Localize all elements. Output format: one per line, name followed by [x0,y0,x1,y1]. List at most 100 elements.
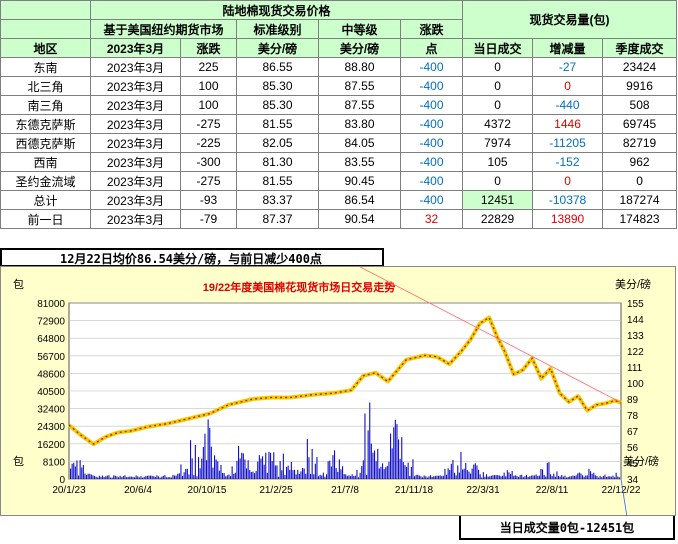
x-tick: 21/2/25 [259,485,293,496]
volume-bar [70,468,72,479]
volume-bar [372,452,374,479]
volume-bar [122,476,124,479]
volume-bar [135,475,137,479]
volume-bar [398,439,400,479]
cell-region: 南三角 [0,95,91,115]
volume-bar [470,473,472,479]
volume-bar [326,474,328,479]
volume-bar [495,475,497,479]
cell-chg: -275 [180,114,237,134]
volume-bar [180,464,182,479]
volume-bar [252,471,254,479]
volume-bar [265,452,267,479]
volume-bar [250,471,252,479]
cell-chg: -79 [180,209,237,229]
volume-bar [254,473,256,479]
volume-bar [262,456,264,479]
cell-mid: 83.55 [318,152,401,172]
table-row: 前一日 2023年3月 -79 87.37 90.54 32 22829 13890 17482… [0,209,678,229]
volume-bar [559,476,561,479]
volume-bar [545,476,547,479]
volume-bar [343,474,345,479]
volume-bar [129,476,131,479]
cell-chg: -275 [180,171,237,191]
volume-bar [473,464,475,479]
mid-grade-header: 中等级 [318,19,401,39]
volume-bar [478,469,480,479]
volume-bar [367,430,369,479]
volume-bar [410,466,412,479]
volume-bar [356,469,358,479]
volume-bar [258,455,260,479]
y-right-tick: 34 [627,475,639,486]
volume-bar [542,469,544,479]
cell-month: 2023年3月 [90,190,181,210]
cell-delta: -27 [532,57,604,77]
volume-bar [508,472,510,479]
cell-day: 7974 [462,133,534,153]
cotton-price-table: 陆地棉现货交易价格 现货交易量(包) 基于美国纽约期货市场 标准级别 中等级 涨… [0,0,678,229]
volume-bar [345,474,347,479]
volume-bar [266,472,268,479]
cell-mid: 87.55 [318,95,401,115]
volume-bar [598,477,600,479]
cell-std: 82.05 [236,133,319,153]
volume-bar [417,474,419,479]
cell-day: 105 [462,152,534,172]
volume-bar [324,476,326,479]
volume-bar [532,475,534,479]
volume-bar [191,458,193,479]
volume-bar [518,476,520,479]
volume-bar [375,461,377,479]
y-left-tick: 8100 [43,457,66,468]
volume-bar [210,446,212,479]
cell-chg: 225 [180,57,237,77]
volume-bar [537,476,539,479]
volume-bar [146,475,148,479]
y-left-tick: 56700 [37,352,65,363]
volume-bar [564,475,566,479]
change-header: 涨跌 [399,19,464,39]
volume-bar [87,473,89,479]
volume-bar [303,468,305,479]
volume-bar [110,477,112,479]
volume-bar [319,474,321,479]
volume-bar [561,474,563,479]
volume-bar [159,477,161,479]
cell-region: 北三角 [0,76,91,96]
x-tick: 20/1/23 [52,485,86,496]
volume-bar [614,477,616,479]
blank-corner-2 [0,19,91,39]
volume-bar [225,476,227,479]
volume-bar [202,446,204,479]
volume-bar [353,475,355,479]
volume-bar [90,474,92,479]
volume-bar [119,475,121,479]
cell-std: 87.37 [236,209,319,229]
cell-region: 圣约金流域 [0,171,91,191]
volume-bar [516,475,518,479]
volume-bar [514,475,516,479]
volume-bar [166,477,168,479]
volume-bar [185,468,187,479]
volume-bar [594,475,596,479]
volume-bar [402,462,404,479]
volume-bar [591,473,593,479]
volume-bar [439,475,441,479]
y-left-tick: 81000 [37,299,65,310]
volume-bar [74,466,76,479]
volume-bar [321,475,323,479]
x-tick: 20/10/15 [188,485,227,496]
cell-delta: -440 [532,95,604,115]
volume-bar [186,468,188,479]
volume-bar [566,477,568,479]
volume-bar [161,476,163,479]
volume-bar [474,463,476,479]
volume-bar [132,476,134,479]
volume-bar [151,475,153,479]
volume-bar [111,477,113,479]
volume-bar [137,476,139,479]
volume-bar [382,463,384,479]
volume-bar [244,459,246,479]
volume-bar [228,474,230,479]
